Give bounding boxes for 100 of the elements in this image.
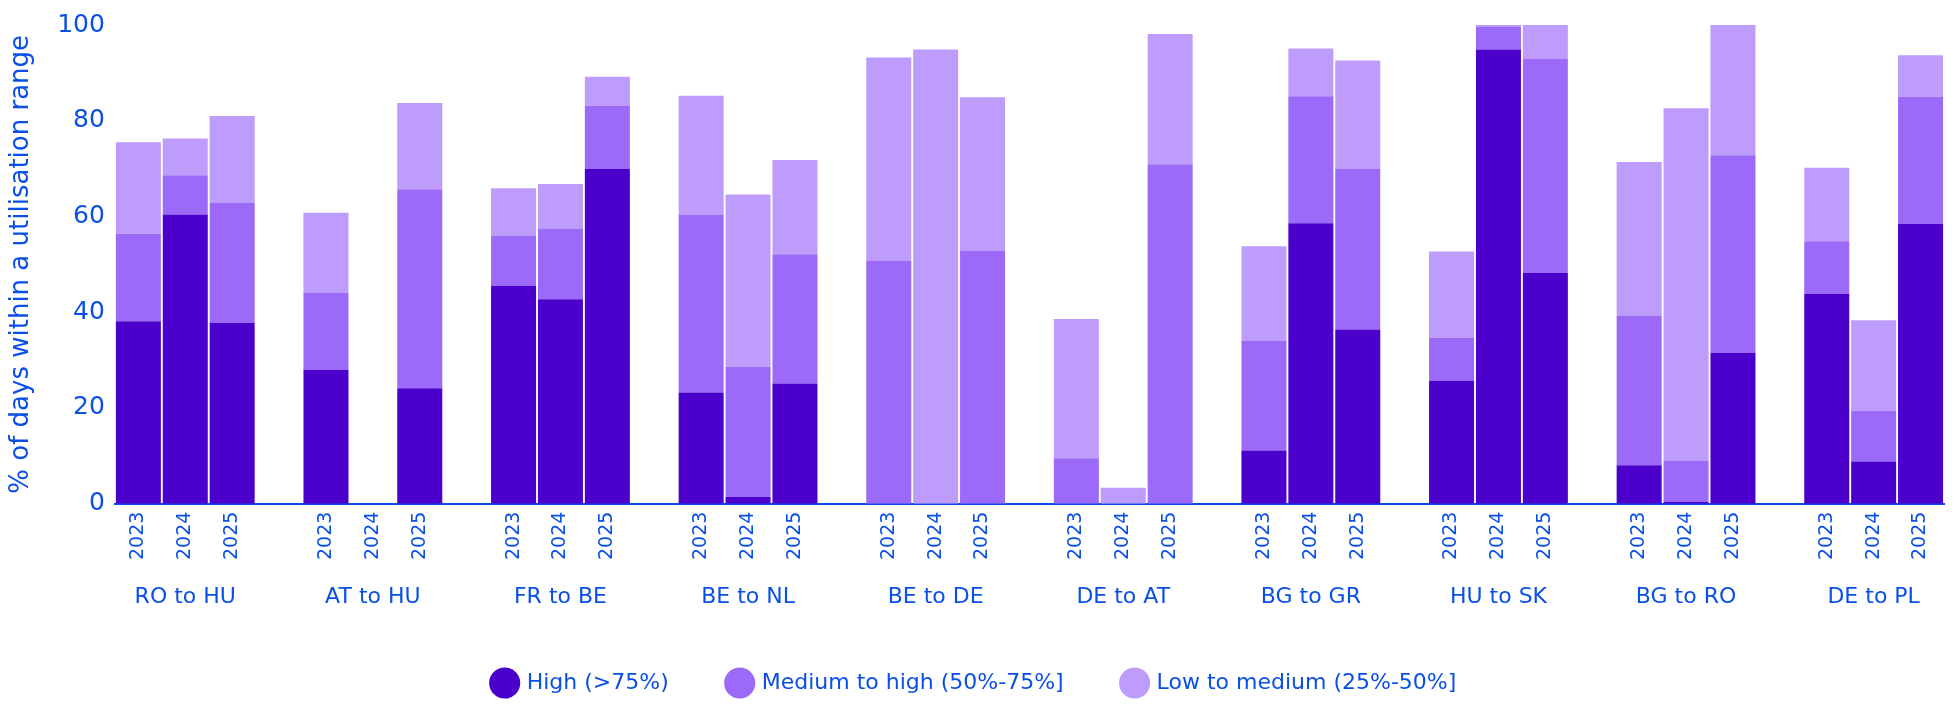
bar [1429, 338, 1475, 381]
bar [866, 57, 912, 261]
bar [1241, 246, 1287, 341]
y-axis-title: % of days within a utilisation range [4, 34, 35, 494]
bar [1522, 272, 1568, 504]
bar [678, 392, 724, 504]
bar [1288, 223, 1334, 504]
bar [1429, 380, 1475, 504]
legend-label: Medium to high (50%-75%] [761, 668, 1064, 694]
bar [960, 250, 1006, 504]
bar [162, 175, 208, 215]
bar [1898, 96, 1944, 225]
bar [1616, 161, 1662, 316]
text: DE to AT [1076, 582, 1171, 608]
bar [303, 369, 349, 504]
bar [1335, 169, 1381, 330]
bar [1851, 461, 1897, 504]
x-tick-label: 2024 [735, 511, 757, 561]
bar [1522, 58, 1568, 273]
x-tick-label: 2024 [1860, 511, 1883, 561]
bar [1241, 340, 1287, 451]
bar [1522, 25, 1568, 59]
x-tick-label: 2025 [1157, 511, 1180, 561]
bar [678, 214, 724, 393]
x-tick-label: 2025 [219, 511, 242, 561]
legend-label: Low to medium (25%-50%] [1156, 668, 1457, 694]
x-tick-label: 2025 [781, 511, 804, 561]
bar [1429, 251, 1475, 339]
x-tick-label: 2023 [312, 511, 335, 561]
bar [209, 115, 255, 203]
bar [1288, 96, 1334, 224]
bar [584, 76, 630, 106]
bar [866, 260, 912, 504]
x-tick-label: 2023 [875, 511, 898, 561]
bar [209, 322, 255, 504]
bar [913, 49, 959, 504]
bar [397, 189, 443, 389]
bar [537, 299, 583, 504]
x-tick-label: 2024 [547, 511, 570, 561]
bar [1616, 315, 1662, 466]
bar [1475, 49, 1521, 504]
bar [1475, 26, 1521, 50]
text: BE to DE [887, 582, 984, 608]
text: BG to GR [1260, 582, 1361, 608]
x-tick-label: 2025 [406, 511, 429, 561]
bar [537, 228, 583, 300]
x-tick-label: 2024 [1485, 511, 1508, 561]
x-tick-label: 2024 [1297, 511, 1320, 561]
bar [678, 95, 724, 215]
bar [303, 292, 349, 370]
bar [1335, 60, 1381, 170]
bar [584, 169, 630, 504]
bar [1053, 458, 1099, 504]
bar [1100, 487, 1146, 504]
y-tick-label: 60 [73, 199, 105, 229]
y-tick-label: 100 [57, 8, 105, 38]
x-tick-label: 2023 [1250, 511, 1273, 561]
y-tick-label: 20 [73, 391, 105, 421]
x-tick-label: 2023 [500, 511, 523, 561]
bar [1804, 167, 1850, 242]
text: BG to RO [1635, 582, 1737, 608]
bar [1804, 241, 1850, 294]
x-tick-label: 2024 [1110, 511, 1133, 561]
bar [1851, 320, 1897, 411]
x-tick-label: 2025 [1532, 511, 1555, 561]
x-tick-label: 2023 [125, 511, 148, 561]
x-tick-label: 2025 [1719, 511, 1742, 561]
bar [115, 233, 161, 322]
bar [491, 188, 537, 237]
x-tick-label: 2025 [1907, 511, 1930, 561]
bar [162, 214, 208, 504]
bar [1241, 450, 1287, 504]
y-tick-label: 80 [73, 104, 105, 134]
text: AT to HU [325, 582, 421, 608]
text: BE to NL [701, 582, 796, 608]
x-tick-label: 2023 [1813, 511, 1836, 561]
bar [162, 138, 208, 176]
bar [1147, 164, 1193, 504]
bar [1898, 55, 1944, 97]
text: HU to SK [1449, 582, 1548, 608]
bar [1053, 318, 1099, 459]
bar [537, 183, 583, 229]
bar [303, 212, 349, 293]
bar [1663, 460, 1709, 502]
x-tick-label: 2025 [594, 511, 617, 561]
y-tick-label: 0 [89, 487, 105, 517]
bar [1288, 48, 1334, 97]
x-tick-label: 2025 [969, 511, 992, 561]
x-tick-label: 2024 [922, 511, 945, 561]
bar [115, 142, 161, 234]
x-tick-label: 2023 [1626, 511, 1649, 561]
bar [115, 321, 161, 504]
bar [397, 103, 443, 190]
y-tick-label: 40 [73, 295, 105, 325]
x-tick-label: 2024 [359, 511, 382, 561]
text: FR to BE [513, 582, 607, 608]
x-tick-label: 2024 [172, 511, 195, 561]
bar [1804, 294, 1850, 504]
legend-label: High (>75%) [526, 668, 669, 694]
text: RO to HU [134, 582, 236, 608]
